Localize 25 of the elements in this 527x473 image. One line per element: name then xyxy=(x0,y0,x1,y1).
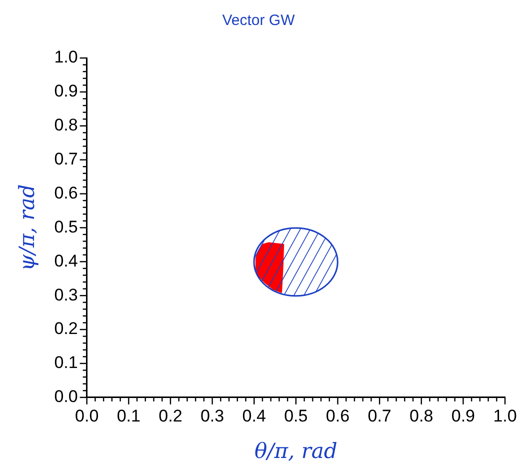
x-tick-label: 0.8 xyxy=(410,406,434,426)
y-tick-label: 0.4 xyxy=(54,251,78,270)
x-tick-label: 0.9 xyxy=(451,406,476,426)
y-tick-label: 0.2 xyxy=(54,319,78,338)
y-axis-title: ψ/π, rad xyxy=(15,184,40,272)
chart-title: Vector GW xyxy=(222,12,296,30)
y-tick-label: 1.0 xyxy=(54,48,78,67)
x-tick-label: 0.0 xyxy=(75,406,99,426)
y-tick-label: 0.7 xyxy=(54,150,78,169)
y-tick-label: 0.1 xyxy=(54,353,78,372)
x-tick-label: 0.5 xyxy=(284,406,308,426)
y-tick-label: 0.5 xyxy=(54,217,78,236)
y-tick-label: 0.0 xyxy=(54,387,78,406)
x-tick-label: 0.2 xyxy=(158,406,182,426)
y-tick-label: 0.8 xyxy=(54,116,78,135)
y-tick-label: 0.9 xyxy=(54,82,78,101)
x-tick-label: 0.4 xyxy=(242,406,266,426)
x-tick-label: 0.7 xyxy=(368,406,392,426)
x-tick-label: 0.6 xyxy=(326,406,350,426)
x-tick-label: 1.0 xyxy=(493,406,517,426)
y-tick-label: 0.6 xyxy=(54,183,78,202)
x-tick-label: 0.3 xyxy=(200,406,224,426)
x-tick-label: 0.1 xyxy=(116,406,140,426)
x-axis-title: θ/π, rad xyxy=(254,438,338,463)
y-tick-label: 0.3 xyxy=(54,285,78,304)
